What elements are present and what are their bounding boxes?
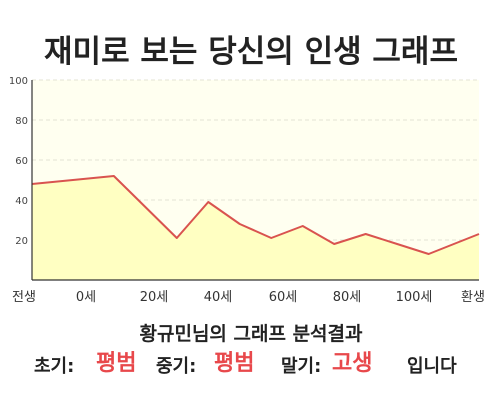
life-chart: 20 40 60 80 100 전생 0세 20세 40세 60세 80세 10…	[9, 76, 485, 305]
y-tick-label: 60	[15, 156, 28, 167]
life-area	[32, 176, 479, 280]
life-line	[31, 175, 480, 255]
y-tick-label: 80	[15, 116, 28, 127]
x-tick-label: 60세	[269, 290, 298, 305]
x-tick-label: 20세	[140, 290, 169, 305]
y-tick-labels: 20 40 60 80 100	[9, 76, 28, 247]
x-tick-label: 100세	[396, 290, 433, 305]
late-label: 말기:	[281, 356, 321, 377]
x-tick-label: 40세	[204, 290, 233, 305]
x-tick-label: 80세	[333, 290, 362, 305]
ending-text: 입니다	[407, 355, 457, 377]
x-tick-labels: 전생 0세 20세 40세 60세 80세 100세 환생	[12, 290, 485, 305]
early-value: 평범	[96, 351, 136, 376]
middle-value: 평범	[214, 351, 254, 376]
analysis-subtitle: 황규민님의 그래프 분석결과	[140, 322, 364, 345]
x-tick-label: 0세	[76, 290, 96, 305]
analysis-result: 초기: 평범 중기: 평범 말기: 고생 입니다	[34, 351, 457, 377]
y-tick-label: 40	[15, 196, 28, 207]
middle-label: 중기:	[156, 356, 196, 377]
grid-lines	[32, 79, 479, 241]
y-tick-label: 20	[15, 236, 28, 247]
x-tick-label: 전생	[12, 290, 36, 305]
x-tick-label: 환생	[461, 290, 485, 305]
y-tick-label: 100	[9, 76, 28, 87]
early-label: 초기:	[34, 356, 74, 377]
late-value: 고생	[332, 351, 372, 376]
page-title: 재미로 보는 당신의 인생 그래프	[44, 34, 458, 70]
